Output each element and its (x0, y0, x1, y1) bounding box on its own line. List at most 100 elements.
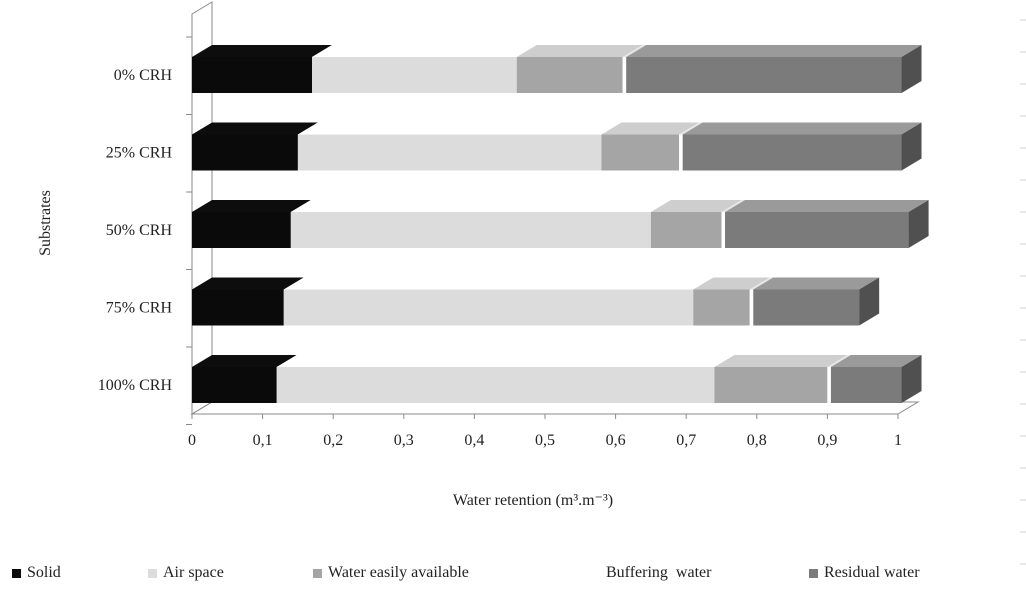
bar-segment (714, 355, 848, 403)
bar-front-face (714, 367, 828, 403)
legend-item-air-space: Air space (148, 564, 224, 582)
bar-segment (626, 45, 922, 93)
y-tick-label: 75% CRH (106, 300, 173, 317)
bar-top-face (622, 45, 647, 57)
chart: 0 0,1 0,2 0,3 0,4 0,5 0,6 0,7 0,8 0,9 1 0% CRH 25% C… (37, 1, 929, 509)
bar-top-face (290, 200, 671, 212)
bar-top-face (721, 200, 746, 212)
bar-segment (283, 277, 714, 326)
x-tick-label: 0,6 (606, 432, 626, 449)
bar-front-face (753, 289, 860, 326)
x-tick-label: 0 (188, 432, 196, 449)
bar-front-face (650, 212, 722, 248)
bar-top-face (276, 355, 735, 367)
bar-top-face (192, 355, 297, 367)
bar-front-face (725, 212, 909, 248)
bar-segment (192, 355, 297, 403)
x-axis-label: Water retention (m³.m⁻³) (453, 492, 613, 509)
bar-top-face (192, 200, 311, 212)
legend: Solid Air space Water easily available B… (0, 564, 1026, 588)
bar-segment (192, 122, 318, 171)
legend-swatch-solid (12, 568, 21, 578)
bar-segment (749, 277, 774, 326)
labels-layer: Water retention (m³.m⁻³) Substrates (37, 190, 613, 509)
bar-segment (192, 277, 304, 326)
x-tick-label: 0,2 (323, 432, 343, 449)
bar-top-face (693, 277, 770, 290)
axes-layer: 0 0,1 0,2 0,3 0,4 0,5 0,6 0,7 0,8 0,9 1 0% CRH 25% C… (98, 1, 920, 449)
x-tick-label: 0,3 (394, 432, 414, 449)
bar-front-face (721, 212, 726, 248)
y-tick-label: 25% CRH (106, 145, 173, 162)
bar-front-face (830, 367, 902, 403)
bar-segment (297, 122, 622, 171)
plot-floor (190, 401, 920, 415)
y-tick-label: 100% CRH (98, 377, 173, 394)
bar-top-face (749, 277, 774, 290)
bar-top-face (192, 122, 318, 135)
bar-front-face (192, 289, 284, 326)
page-edge-ticks (1020, 19, 1026, 565)
bar-top-face (601, 122, 700, 135)
bar-front-face (516, 57, 623, 93)
bar-top-face (714, 355, 848, 367)
legend-label-water-easily-available: Water easily available (328, 564, 469, 581)
bar-top-face (827, 355, 851, 367)
bar-top-face (753, 277, 880, 290)
bar-front-face (827, 367, 831, 403)
bar-segment (693, 277, 770, 326)
bar-end-face (901, 355, 922, 403)
bar-segment (622, 45, 647, 93)
bar-top-face (725, 200, 929, 212)
bar-top-face (682, 122, 922, 135)
legend-label-buffering-water: Buffering water (606, 564, 712, 581)
bar-front-face (192, 367, 277, 403)
bar-segment (601, 122, 700, 171)
bar-top-face (650, 200, 742, 212)
bar-front-face (693, 289, 750, 326)
legend-swatch-residual-water (809, 568, 818, 578)
bar-end-face (901, 122, 922, 171)
bar-end-face (901, 45, 922, 93)
legend-swatch-water-easily-available (313, 568, 322, 578)
y-tick-label: 50% CRH (106, 222, 173, 239)
legend-item-residual-water: Residual water (809, 564, 920, 582)
bar-segment (682, 122, 922, 171)
legend-swatch-buffering-water (591, 568, 600, 578)
bar-front-face (192, 57, 313, 93)
bar-segment (276, 355, 735, 403)
legend-label-air-space: Air space (163, 564, 224, 581)
y-tick-label: 0% CRH (114, 67, 173, 84)
bar-front-face (312, 57, 517, 93)
bar-top-face (192, 45, 333, 57)
bars-layer (192, 45, 929, 403)
bar-top-face (516, 45, 643, 57)
bar-top-face (626, 45, 922, 57)
bar-segment (725, 200, 929, 248)
bar-segment (721, 200, 746, 248)
x-tick-label: 1 (894, 432, 902, 449)
bar-segment (516, 45, 643, 93)
bar-segment (827, 355, 851, 403)
x-tick-label: 0,7 (676, 432, 696, 449)
bar-top-face (283, 277, 714, 290)
legend-item-solid: Solid (12, 564, 61, 582)
bar-front-face (749, 289, 754, 326)
bar-segment (312, 45, 537, 93)
x-tick-label: 0,9 (817, 432, 837, 449)
bar-end-face (908, 200, 929, 248)
bar-front-face (622, 57, 627, 93)
y-axis-label: Substrates (37, 190, 54, 256)
bar-top-face (297, 122, 622, 135)
bar-front-face (276, 367, 715, 403)
bar-front-face (626, 57, 902, 93)
bar-segment (192, 200, 311, 248)
bar-top-face (312, 45, 537, 57)
bar-front-face (679, 134, 683, 171)
bar-segment (650, 200, 742, 248)
x-tick-label: 0,8 (747, 432, 767, 449)
bar-top-face (192, 277, 304, 290)
bar-top-face (679, 122, 703, 135)
bar-segment (753, 277, 880, 326)
bar-segment (192, 45, 333, 93)
